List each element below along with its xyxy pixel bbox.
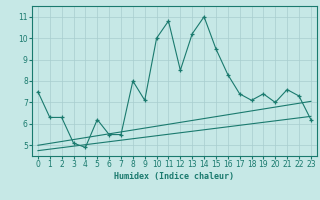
X-axis label: Humidex (Indice chaleur): Humidex (Indice chaleur): [115, 172, 234, 181]
